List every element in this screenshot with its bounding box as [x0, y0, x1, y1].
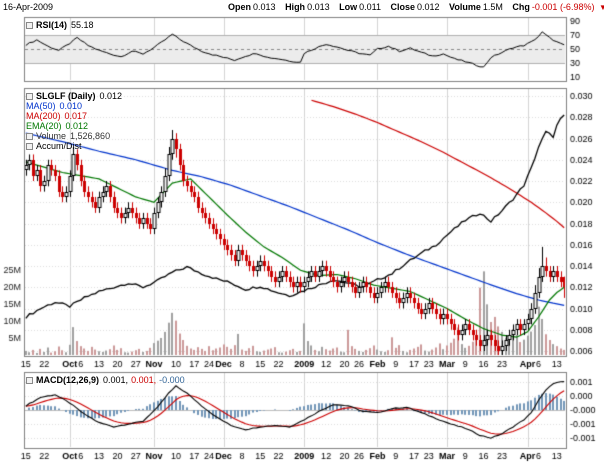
macd-value-signal: 0.001,: [131, 375, 157, 385]
symbol-value: 0.012: [99, 91, 123, 101]
change-value: -0.001 (-6.98%): [531, 2, 595, 12]
ma50-label: MA(50): [26, 101, 56, 111]
ema20-value: 0.012: [65, 121, 89, 131]
volume-value: 1.5M: [482, 2, 503, 12]
change-down-arrow-icon: ▼: [598, 3, 604, 12]
symbol-label: SLGLF (Daily): [36, 91, 96, 101]
legend-ma50-row: MA(50) 0.010: [26, 101, 122, 111]
open-label: Open: [228, 2, 252, 12]
quote-bar: Open 0.013 High 0.013 Low 0.011 Close 0.012 …: [228, 2, 604, 13]
ma200-value: 0.017: [64, 111, 88, 121]
legend-accumdist-row: Accum/Dist: [26, 141, 122, 151]
change-label: Chg: [512, 2, 530, 12]
high-label: High: [285, 2, 306, 12]
macd-value-hist: -0.000: [159, 375, 185, 385]
accum-dist-series-icon: [26, 143, 33, 150]
close-label: Close: [390, 2, 415, 12]
legend-ma200-row: MA(200) 0.017: [26, 111, 122, 121]
rsi-series-icon: [26, 22, 33, 29]
legend-symbol-row: SLGLF (Daily) 0.012: [26, 91, 122, 101]
main-legend: SLGLF (Daily) 0.012 MA(50) 0.010 MA(200) 0.…: [26, 91, 122, 151]
ma200-label: MA(200): [26, 111, 61, 121]
legend-ema20-row: EMA(20) 0.012: [26, 121, 122, 131]
volume-label: Volume: [449, 2, 481, 12]
volume-legend-label: Volume: [36, 131, 67, 141]
volume-legend-value: 1,526,860: [70, 131, 111, 141]
macd-series-icon: [26, 377, 33, 384]
macd-legend: MACD(12,26,9) 0.001, 0.001, -0.000: [26, 375, 185, 385]
ema20-label: EMA(20): [26, 121, 62, 131]
macd-value-line: 0.001,: [103, 375, 129, 385]
rsi-legend: RSI(14) 55.18: [26, 20, 94, 30]
volume-series-icon: [26, 133, 33, 140]
low-value: 0.011: [359, 2, 381, 12]
rsi-label: RSI(14): [36, 20, 68, 30]
ma50-value: 0.010: [59, 101, 83, 111]
macd-label: MACD(12,26,9): [36, 375, 100, 385]
candlestick-series-icon: [26, 93, 33, 100]
accum-dist-label: Accum/Dist: [36, 141, 82, 151]
low-label: Low: [339, 2, 358, 12]
close-value: 0.012: [417, 2, 440, 12]
high-value: 0.013: [307, 2, 330, 12]
legend-volume-row: Volume 1,526,860: [26, 131, 122, 141]
chart-date: 16-Apr-2009: [3, 2, 54, 12]
rsi-value: 55.18: [71, 20, 94, 30]
open-value: 0.013: [253, 2, 276, 12]
